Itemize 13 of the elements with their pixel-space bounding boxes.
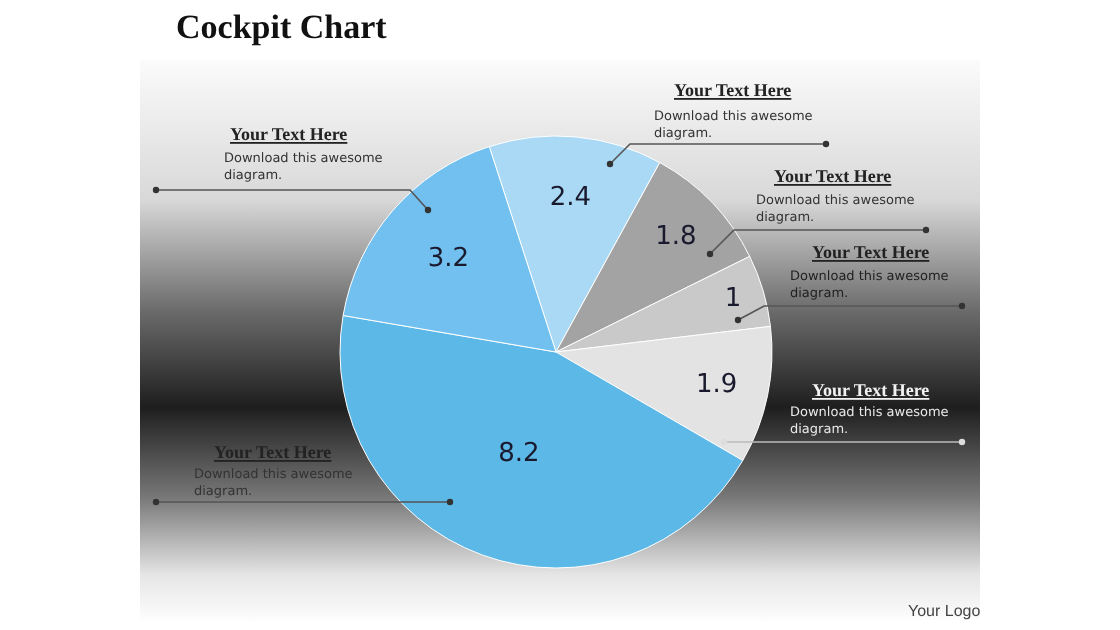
text: Your Logo xyxy=(908,602,982,620)
text: Your Text Here xyxy=(230,124,348,144)
text: Your Text Here xyxy=(812,380,930,400)
data-label: 1.8 xyxy=(655,222,697,253)
text: Your Text Here xyxy=(774,166,892,186)
text: Your Text Here xyxy=(674,80,792,100)
data-label: 8.2 xyxy=(498,439,540,470)
data-label: 2.4 xyxy=(549,182,592,213)
data-label: 1.9 xyxy=(695,370,738,401)
chart-title: Cockpit Chart xyxy=(176,7,388,46)
text: Your Text Here xyxy=(812,242,930,262)
data-label: 3.2 xyxy=(427,243,470,274)
data-label: 1 xyxy=(724,284,742,315)
